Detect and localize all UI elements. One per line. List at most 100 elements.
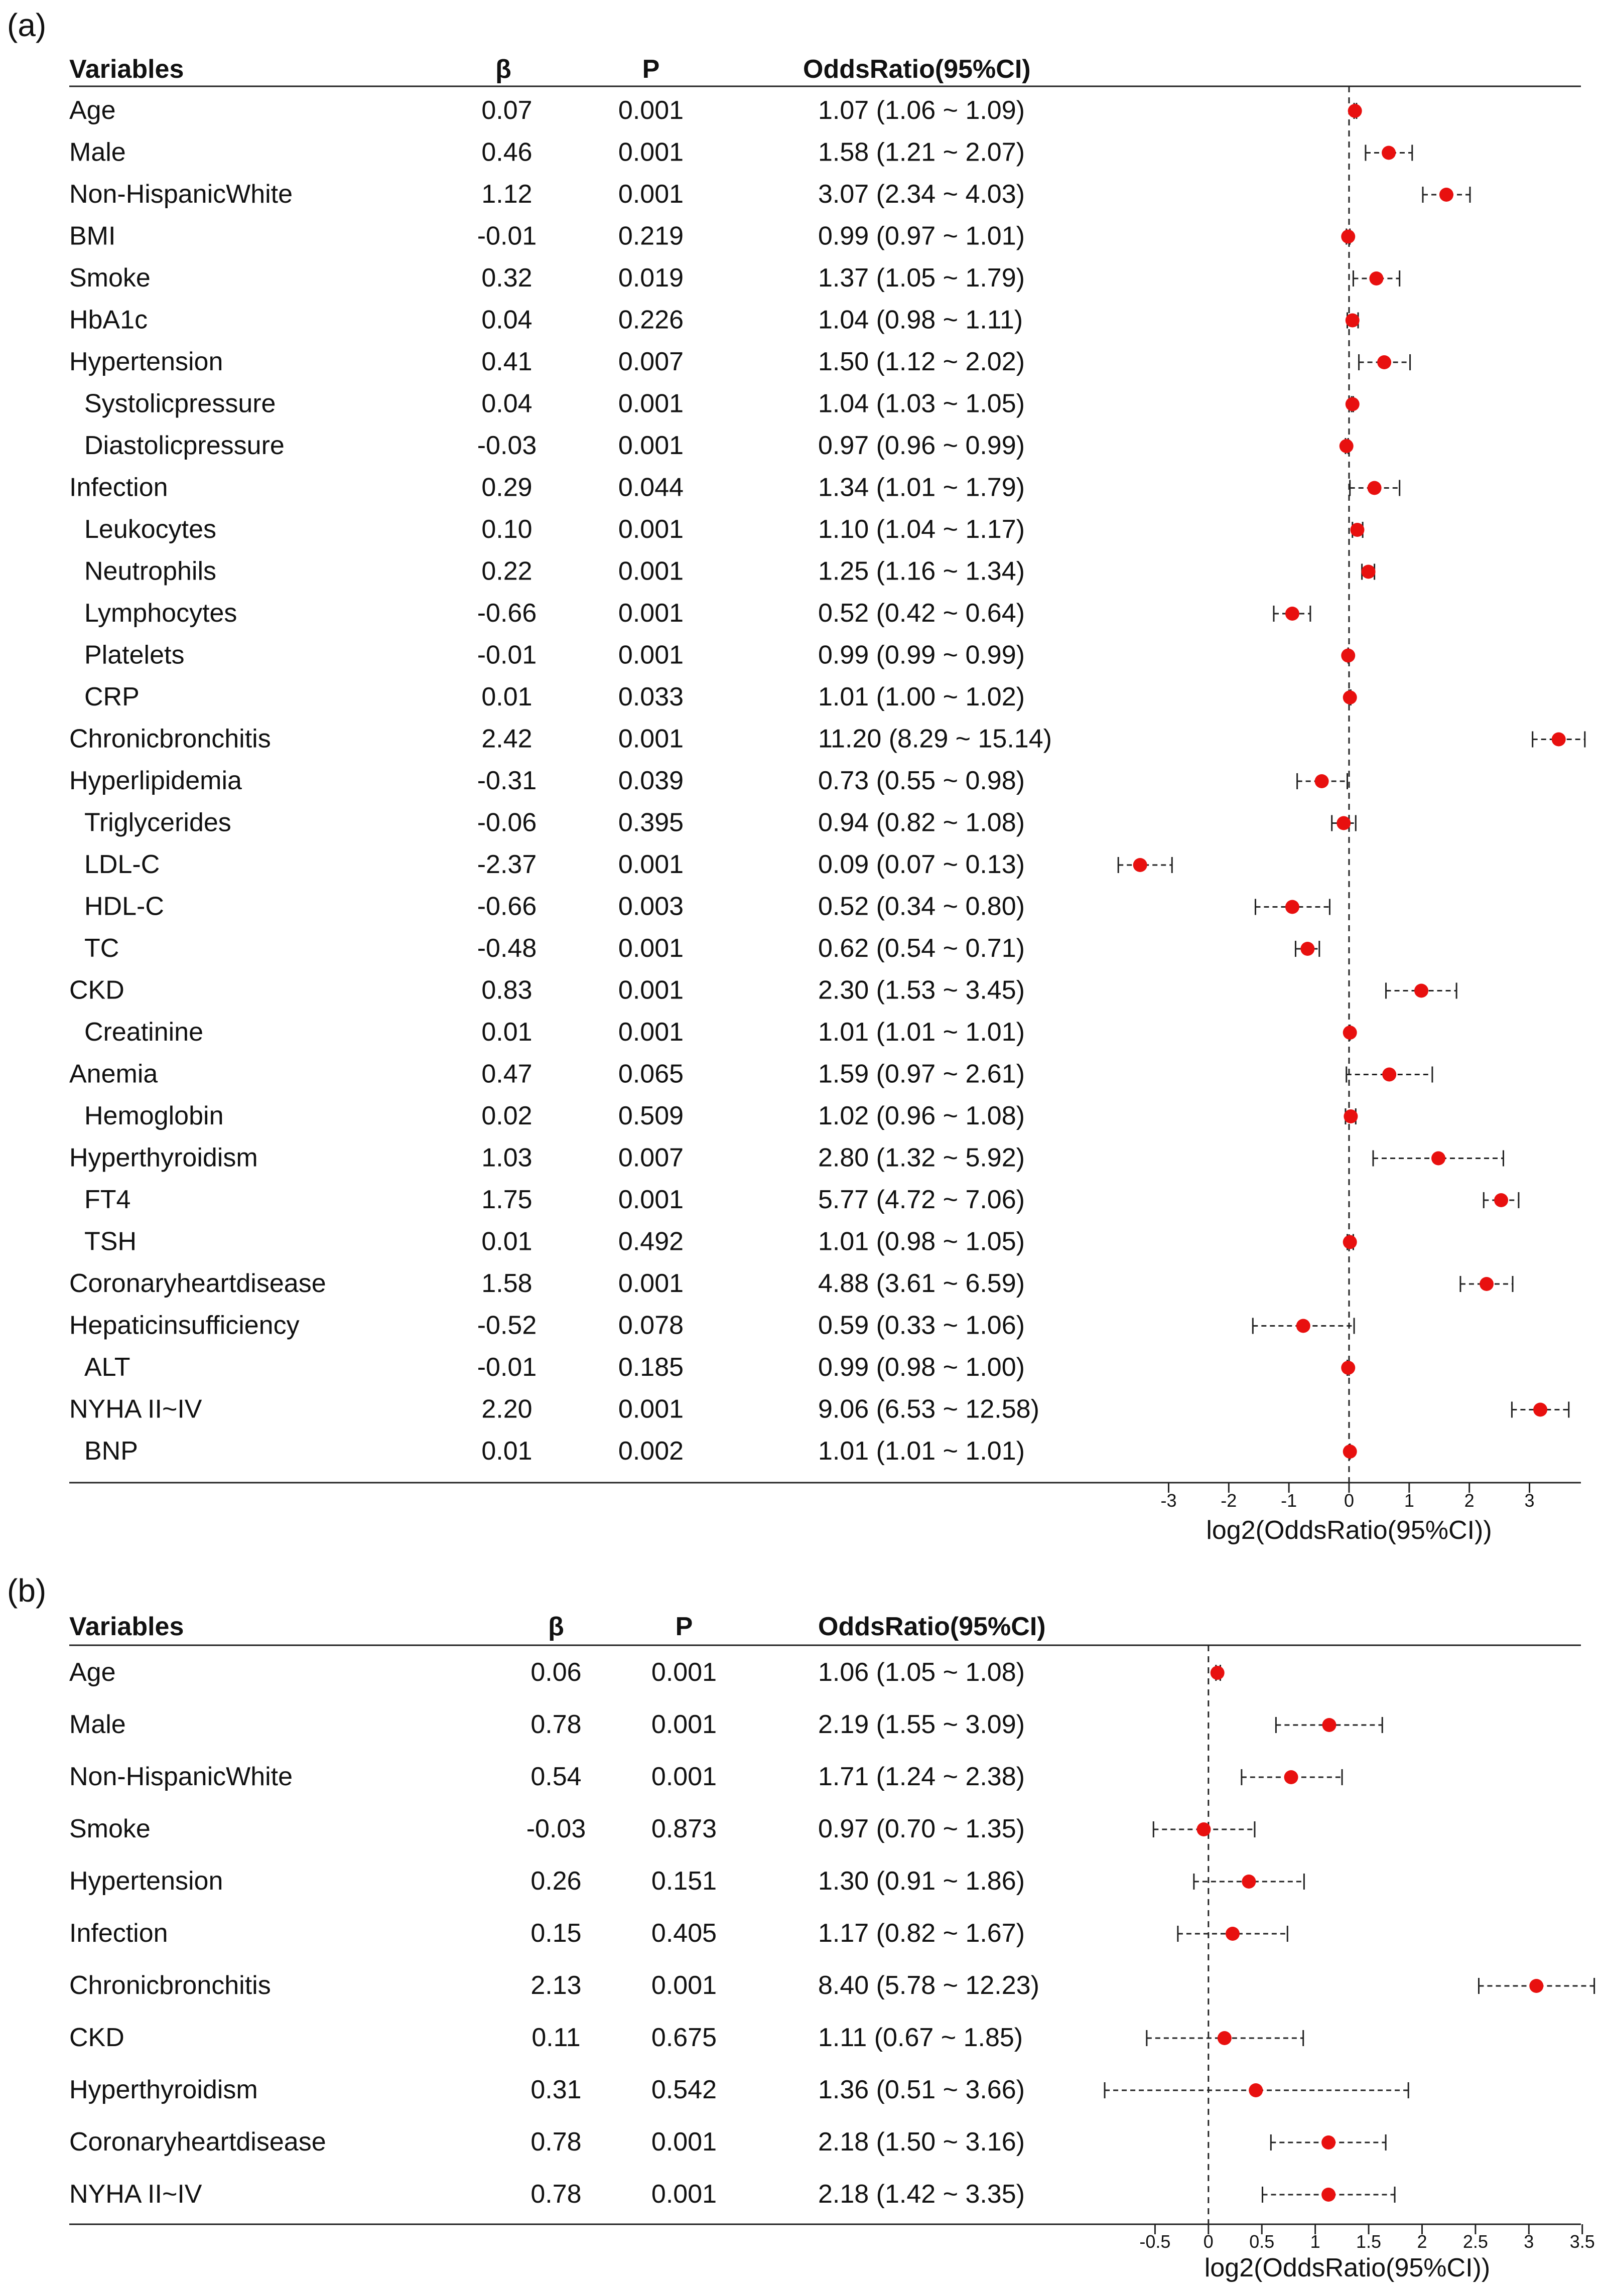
row-odds-ratio: 9.06 (6.53 ~ 12.58)	[818, 1395, 1039, 1424]
point-estimate	[1339, 439, 1354, 453]
point-estimate	[1284, 1770, 1298, 1784]
row-p-value: 0.001	[618, 1395, 684, 1424]
point-estimate	[1382, 1067, 1397, 1082]
header-variables: Variables	[69, 1612, 184, 1641]
table-row: Non-HispanicWhite 0.54 0.001 1.71 (1.24 ~ 2…	[69, 1762, 1343, 1791]
row-beta: -0.01	[477, 641, 537, 670]
table-row: Diastolicpressure -0.03 0.001 0.97 (0.96 ~ …	[84, 431, 1354, 460]
table-row: HDL-C -0.66 0.003 0.52 (0.34 ~ 0.80)	[84, 892, 1330, 921]
row-odds-ratio: 1.01 (1.01 ~ 1.01)	[818, 1018, 1025, 1047]
panel-label: (b)	[7, 1572, 46, 1609]
point-estimate	[1133, 858, 1147, 872]
row-variable: Hyperlipidemia	[69, 766, 242, 795]
row-beta: -0.03	[477, 431, 537, 460]
row-p-value: 0.873	[651, 1814, 717, 1843]
table-row: TSH 0.01 0.492 1.01 (0.98 ~ 1.05)	[84, 1227, 1357, 1256]
row-beta: 0.78	[530, 1710, 581, 1739]
row-p-value: 0.065	[618, 1060, 684, 1089]
row-p-value: 0.001	[618, 1018, 684, 1047]
table-row: Age 0.07 0.001 1.07 (1.06 ~ 1.09)	[69, 96, 1362, 125]
row-variable: Neutrophils	[84, 557, 216, 586]
row-p-value: 0.675	[651, 2023, 717, 2052]
header-beta: β	[548, 1612, 564, 1641]
row-variable: CKD	[69, 976, 124, 1005]
table-row: Age 0.06 0.001 1.06 (1.05 ~ 1.08)	[69, 1658, 1225, 1687]
row-variable: BNP	[84, 1437, 138, 1466]
table-row: TC -0.48 0.001 0.62 (0.54 ~ 0.71)	[84, 934, 1320, 963]
row-p-value: 0.001	[618, 1269, 684, 1298]
point-estimate	[1439, 188, 1453, 202]
row-variable: TSH	[84, 1227, 137, 1256]
row-beta: -0.06	[477, 808, 537, 837]
row-p-value: 0.001	[618, 138, 684, 167]
row-odds-ratio: 11.20 (8.29 ~ 15.14)	[818, 725, 1052, 754]
point-estimate	[1343, 1445, 1357, 1459]
x-tick-label: 1	[1310, 2231, 1320, 2252]
row-odds-ratio: 0.97 (0.70 ~ 1.35)	[818, 1814, 1025, 1843]
table-row: HbA1c 0.04 0.226 1.04 (0.98 ~ 1.11)	[69, 306, 1360, 335]
row-odds-ratio: 0.99 (0.99 ~ 0.99)	[818, 641, 1025, 670]
point-estimate	[1494, 1193, 1509, 1207]
row-beta: 0.78	[530, 2180, 581, 2209]
row-odds-ratio: 1.59 (0.97 ~ 2.61)	[818, 1060, 1025, 1089]
row-variable: Triglycerides	[84, 808, 231, 837]
row-beta: -0.01	[477, 222, 537, 251]
point-estimate	[1348, 104, 1362, 118]
point-estimate	[1529, 1979, 1544, 1993]
row-p-value: 0.542	[651, 2075, 717, 2104]
table-row: NYHA II~IV 0.78 0.001 2.18 (1.42 ~ 3.35)	[69, 2180, 1396, 2209]
table-row: Platelets -0.01 0.001 0.99 (0.99 ~ 0.99)	[84, 641, 1356, 670]
table-row: Neutrophils 0.22 0.001 1.25 (1.16 ~ 1.34)	[84, 557, 1376, 586]
table-row: Anemia 0.47 0.065 1.59 (0.97 ~ 2.61)	[69, 1060, 1433, 1089]
row-p-value: 0.001	[618, 180, 684, 209]
row-p-value: 0.001	[618, 431, 684, 460]
row-beta: 0.83	[481, 976, 532, 1005]
row-p-value: 0.509	[618, 1101, 684, 1130]
point-estimate	[1345, 313, 1360, 328]
table-row: Chronicbronchitis 2.13 0.001 8.40 (5.78 ~ 1…	[69, 1971, 1595, 2000]
row-odds-ratio: 2.30 (1.53 ~ 3.45)	[818, 976, 1025, 1005]
row-p-value: 0.001	[618, 96, 684, 125]
row-beta: -0.66	[477, 892, 537, 921]
row-beta: 1.75	[481, 1185, 532, 1214]
row-odds-ratio: 1.06 (1.05 ~ 1.08)	[818, 1658, 1025, 1687]
row-p-value: 0.001	[618, 515, 684, 544]
row-odds-ratio: 1.04 (0.98 ~ 1.11)	[818, 306, 1023, 335]
point-estimate	[1196, 1822, 1211, 1836]
row-variable: CRP	[84, 682, 140, 711]
row-variable: Smoke	[69, 263, 151, 293]
row-odds-ratio: 1.36 (0.51 ~ 3.66)	[818, 2075, 1025, 2104]
row-odds-ratio: 1.01 (1.01 ~ 1.01)	[818, 1437, 1025, 1466]
row-p-value: 0.001	[651, 1762, 717, 1791]
row-odds-ratio: 5.77 (4.72 ~ 7.06)	[818, 1185, 1025, 1214]
row-variable: CKD	[69, 2023, 124, 2052]
row-variable: BMI	[69, 222, 115, 251]
x-tick-label: 0.5	[1249, 2231, 1274, 2252]
table-row: Male 0.78 0.001 2.19 (1.55 ~ 3.09)	[69, 1710, 1383, 1739]
point-estimate	[1350, 523, 1365, 537]
point-estimate	[1369, 271, 1384, 285]
row-variable: Infection	[69, 473, 168, 502]
row-beta: -2.37	[477, 850, 537, 879]
table-row: Creatinine 0.01 0.001 1.01 (1.01 ~ 1.01)	[84, 1018, 1357, 1047]
row-variable: Smoke	[69, 1814, 151, 1843]
table-row: CKD 0.11 0.675 1.11 (0.67 ~ 1.85)	[69, 2023, 1304, 2052]
row-beta: -0.66	[477, 599, 537, 628]
x-tick-label: 1	[1404, 1490, 1414, 1511]
row-variable: Age	[69, 96, 116, 125]
row-variable: Hypertension	[69, 347, 223, 376]
table-row: Coronaryheartdisease 0.78 0.001 2.18 (1.50 …	[69, 2127, 1387, 2157]
row-odds-ratio: 1.10 (1.04 ~ 1.17)	[818, 515, 1025, 544]
point-estimate	[1285, 900, 1299, 914]
row-p-value: 0.007	[618, 1143, 684, 1173]
row-p-value: 0.395	[618, 808, 684, 837]
row-variable: Infection	[69, 1919, 168, 1948]
header-p: P	[676, 1612, 693, 1641]
row-variable: Hyperthyroidism	[69, 2075, 258, 2104]
row-odds-ratio: 1.34 (1.01 ~ 1.79)	[818, 473, 1025, 502]
table-row: Triglycerides -0.06 0.395 0.94 (0.82 ~ 1.08…	[84, 808, 1357, 837]
row-variable: Creatinine	[84, 1018, 203, 1047]
table-row: Coronaryheartdisease 1.58 0.001 4.88 (3.61 …	[69, 1269, 1514, 1298]
row-variable: Hypertension	[69, 1867, 223, 1896]
